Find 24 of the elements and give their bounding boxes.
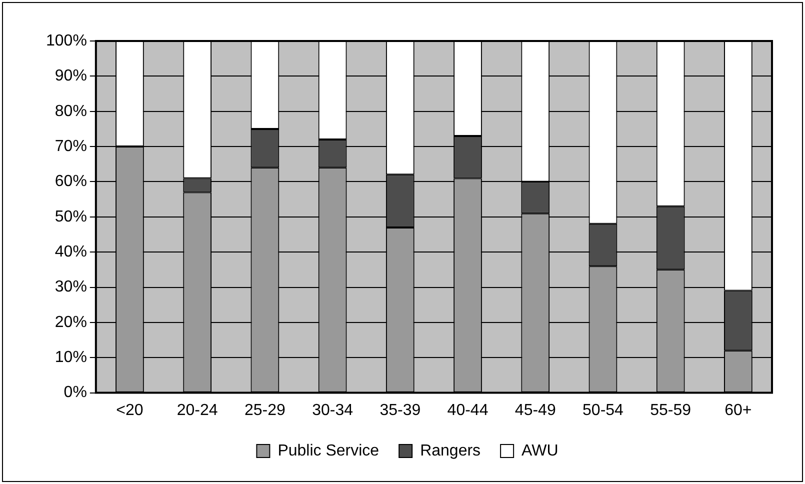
y-tick-label: 0% (64, 384, 87, 402)
y-tick-label: 20% (54, 314, 87, 331)
y-tick-label: 100% (46, 32, 87, 50)
x-tick-label: 40-44 (447, 402, 488, 419)
y-tick-label: 90% (54, 68, 87, 85)
legend-label: Rangers (420, 442, 481, 460)
x-tick-label: 30-34 (312, 402, 354, 419)
x-tick-label: 60+ (724, 402, 752, 419)
x-tick-label: <20 (116, 402, 144, 419)
y-tick-label: 70% (54, 138, 87, 155)
x-tick-label: 20-24 (176, 402, 218, 419)
y-tick-label: 60% (54, 173, 87, 190)
x-tick-label: 50-54 (582, 402, 624, 419)
y-tick-label: 80% (54, 102, 87, 120)
y-tick-label: 30% (54, 278, 87, 296)
x-tick-label: 45-49 (514, 402, 556, 419)
y-tick-label: 40% (54, 243, 87, 260)
legend-label: AWU (522, 442, 558, 460)
y-tick-label: 50% (54, 208, 87, 226)
x-tick-label: 35-39 (380, 402, 421, 419)
y-tick-label: 10% (54, 349, 87, 366)
legend-label: Public Service (278, 442, 380, 460)
x-tick-label: 25-29 (244, 402, 286, 419)
x-tick-label: 55-59 (650, 402, 692, 419)
